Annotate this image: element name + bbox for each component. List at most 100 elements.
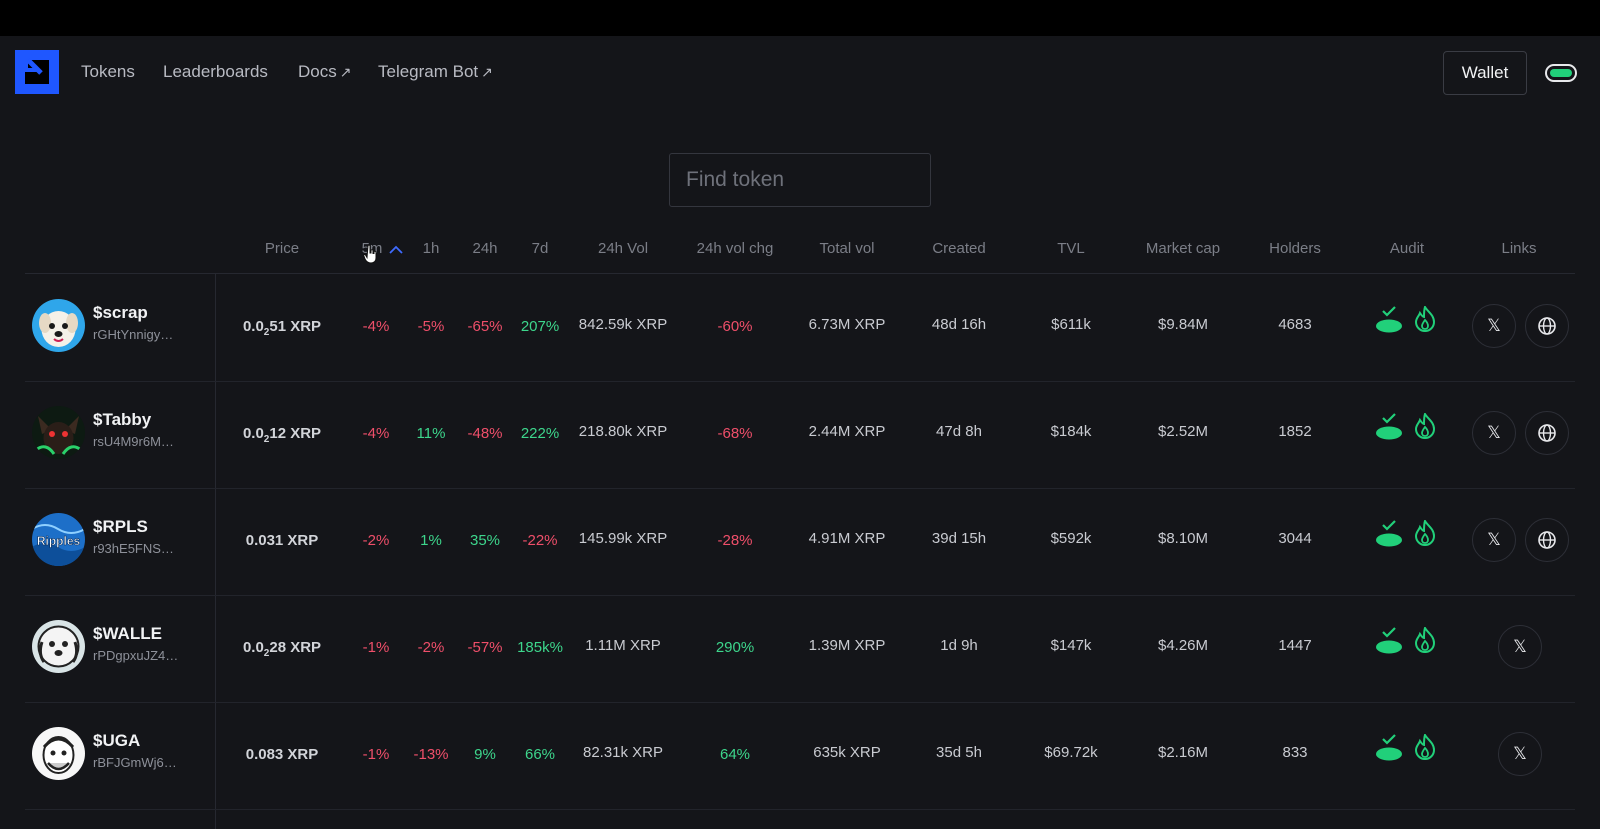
token-avatar-uga bbox=[32, 727, 85, 780]
token-address[interactable]: r93hE5FNS… bbox=[93, 541, 174, 556]
market-cap: $2.16M bbox=[1157, 744, 1209, 761]
total-volume: 635k XRP bbox=[813, 744, 881, 761]
x-link-button[interactable]: 𝕏 bbox=[1498, 625, 1542, 669]
holders: 833 bbox=[1282, 744, 1308, 761]
search-input[interactable] bbox=[669, 153, 931, 207]
tvl: $184k bbox=[1050, 423, 1092, 440]
globe-icon bbox=[1538, 424, 1556, 442]
holders: 3044 bbox=[1278, 530, 1312, 547]
col-holders[interactable]: Holders bbox=[1269, 240, 1321, 257]
table-row[interactable]: $WALLE rPDgpxuJZ4… 0.0228 XRP -1% -2% -5… bbox=[0, 595, 1600, 701]
col-created[interactable]: Created bbox=[932, 240, 986, 257]
col-1h[interactable]: 1h bbox=[422, 240, 440, 257]
token-symbol[interactable]: $WALLE bbox=[93, 624, 162, 643]
nav-telegram-bot[interactable]: Telegram Bot ↗ bbox=[378, 62, 493, 82]
audit-check-icon bbox=[1376, 413, 1402, 440]
tvl: $147k bbox=[1050, 637, 1092, 654]
wallet-button[interactable]: Wallet bbox=[1443, 51, 1527, 95]
change-1h: 1% bbox=[420, 532, 442, 549]
col-market-cap[interactable]: Market cap bbox=[1145, 240, 1221, 257]
created: 1d 9h bbox=[940, 637, 978, 654]
row-divider bbox=[25, 381, 1575, 382]
globe-icon bbox=[1538, 317, 1556, 335]
table-row[interactable]: $Tabby rsU4M9r6M… 0.0212 XRP -4% 11% -48… bbox=[0, 381, 1600, 487]
price-tail: 51 XRP bbox=[269, 318, 322, 335]
audit-check-icon bbox=[1376, 734, 1402, 761]
x-icon: 𝕏 bbox=[1513, 637, 1527, 656]
change-1h: -2% bbox=[417, 639, 445, 656]
logo-icon[interactable] bbox=[15, 50, 59, 94]
holders: 4683 bbox=[1278, 316, 1312, 333]
token-address[interactable]: rPDgpxuJZ4… bbox=[93, 648, 179, 663]
row-divider bbox=[25, 809, 1575, 810]
website-link-button[interactable] bbox=[1525, 304, 1569, 348]
col-tvl[interactable]: TVL bbox=[1057, 240, 1085, 257]
change-5m: -1% bbox=[362, 746, 390, 763]
toggle-knob bbox=[1550, 69, 1572, 77]
token-avatar-rpls: Ripples bbox=[32, 513, 85, 566]
audit-check-icon bbox=[1376, 520, 1402, 547]
table-row[interactable]: $scrap rGHtYnnigy… 0.0251 XRP -4% -5% -6… bbox=[0, 274, 1600, 380]
change-24h: 9% bbox=[474, 746, 496, 763]
token-address[interactable]: rBFJGmWj6… bbox=[93, 755, 177, 770]
change-24h: 35% bbox=[469, 532, 501, 549]
token-symbol[interactable]: $UGA bbox=[93, 731, 141, 750]
tvl: $69.72k bbox=[1044, 744, 1098, 761]
website-link-button[interactable] bbox=[1525, 411, 1569, 455]
audit-check-icon bbox=[1376, 627, 1402, 654]
volume-change: 290% bbox=[715, 639, 755, 656]
column-divider bbox=[215, 273, 216, 829]
nav-leaderboards-label: Leaderboards bbox=[163, 62, 268, 81]
created: 47d 8h bbox=[936, 423, 982, 440]
change-7d: 207% bbox=[520, 318, 560, 335]
x-link-button[interactable]: 𝕏 bbox=[1472, 304, 1516, 348]
top-nav: Tokens Leaderboards Docs ↗ Telegram Bot ↗ … bbox=[0, 36, 1600, 110]
fire-icon bbox=[1414, 306, 1436, 332]
price-lead: 0.0 bbox=[242, 425, 264, 442]
col-5m[interactable]: 5m bbox=[361, 240, 383, 257]
ripples-avatar-text: Ripples bbox=[37, 534, 81, 548]
theme-toggle[interactable] bbox=[1545, 64, 1577, 82]
token-address[interactable]: rsU4M9r6M… bbox=[93, 434, 174, 449]
volume-change: -68% bbox=[717, 425, 753, 442]
token-symbol[interactable]: $Tabby bbox=[93, 410, 152, 429]
token-symbol[interactable]: $scrap bbox=[93, 303, 148, 322]
x-link-button[interactable]: 𝕏 bbox=[1472, 518, 1516, 562]
table-row[interactable]: $UGA rBFJGmWj6… 0.083 XRP -1% -13% 9% 66… bbox=[0, 702, 1600, 808]
sort-ascending-icon[interactable] bbox=[389, 245, 403, 255]
price-zero-count: 2 bbox=[263, 648, 270, 659]
nav-leaderboards[interactable]: Leaderboards bbox=[163, 62, 268, 82]
fire-icon bbox=[1414, 413, 1436, 439]
col-24h-vol-chg[interactable]: 24h vol chg bbox=[696, 240, 774, 257]
change-24h: -48% bbox=[467, 425, 503, 442]
website-link-button[interactable] bbox=[1525, 518, 1569, 562]
created: 35d 5h bbox=[936, 744, 982, 761]
col-7d[interactable]: 7d bbox=[531, 240, 549, 257]
nav-tokens-label: Tokens bbox=[81, 62, 135, 81]
market-cap: $4.26M bbox=[1157, 637, 1209, 654]
nav-tokens[interactable]: Tokens bbox=[81, 62, 135, 82]
header-divider bbox=[25, 273, 1575, 274]
token-address[interactable]: rGHtYnnigy… bbox=[93, 327, 174, 342]
change-7d: 185k% bbox=[517, 639, 563, 656]
holders: 1447 bbox=[1278, 637, 1312, 654]
market-cap: $2.52M bbox=[1157, 423, 1209, 440]
nav-docs[interactable]: Docs ↗ bbox=[298, 62, 351, 82]
col-24h[interactable]: 24h bbox=[472, 240, 498, 257]
col-total-vol[interactable]: Total vol bbox=[819, 240, 875, 257]
total-volume: 2.44M XRP bbox=[808, 423, 886, 440]
col-24h-vol[interactable]: 24h Vol bbox=[597, 240, 649, 257]
table-row[interactable]: Ripples $RPLS r93hE5FNS… 0.031 XRP -2% 1… bbox=[0, 488, 1600, 594]
price-lead: 0.0 bbox=[242, 639, 264, 656]
token-symbol[interactable]: $RPLS bbox=[93, 517, 148, 536]
price-zero-count: 2 bbox=[263, 327, 270, 338]
fire-icon bbox=[1414, 520, 1436, 546]
change-1h: 11% bbox=[416, 425, 446, 442]
x-link-button[interactable]: 𝕏 bbox=[1498, 732, 1542, 776]
volume-24h: 218.80k XRP bbox=[578, 423, 668, 440]
price-tail: 28 XRP bbox=[269, 639, 322, 656]
col-price[interactable]: Price bbox=[264, 240, 300, 257]
col-audit: Audit bbox=[1389, 240, 1425, 257]
change-5m: -2% bbox=[362, 532, 390, 549]
x-link-button[interactable]: 𝕏 bbox=[1472, 411, 1516, 455]
